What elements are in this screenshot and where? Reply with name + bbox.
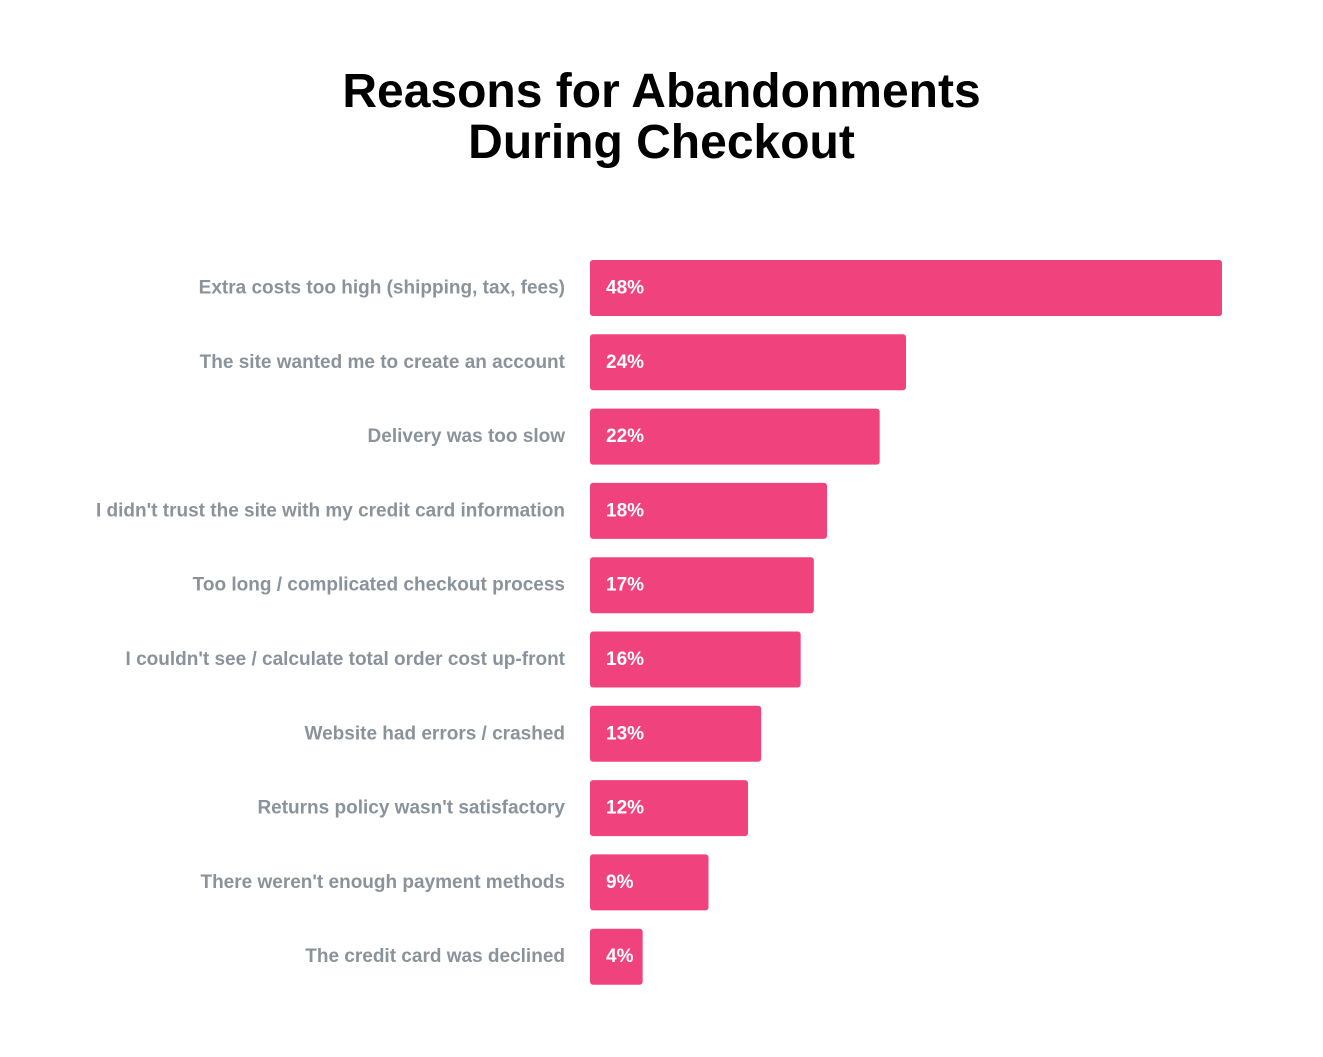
chart-title-line-1: Reasons for Abandonments — [342, 65, 981, 118]
value-label-7: 13% — [606, 723, 644, 744]
category-label-5: Too long / complicated checkout process — [193, 575, 565, 596]
value-label-3: 22% — [606, 426, 644, 447]
value-label-10: 4% — [606, 946, 634, 967]
category-label-2: The site wanted me to create an account — [200, 352, 566, 373]
bar-4 — [590, 482, 827, 539]
category-label-10: The credit card was declined — [305, 946, 565, 967]
value-label-1: 48% — [606, 278, 644, 299]
bar-5 — [590, 557, 814, 614]
bar-1 — [590, 260, 1222, 316]
value-label-2: 24% — [606, 352, 644, 373]
value-label-4: 18% — [606, 500, 644, 521]
value-label-6: 16% — [606, 649, 644, 670]
bar-2 — [590, 334, 906, 391]
category-label-9: There weren't enough payment methods — [200, 872, 565, 893]
value-label-9: 9% — [606, 872, 634, 893]
category-label-3: Delivery was too slow — [368, 426, 566, 447]
bar-10 — [590, 928, 643, 985]
value-label-5: 17% — [606, 575, 644, 596]
bar-6 — [590, 631, 801, 688]
bar-3 — [590, 408, 880, 465]
chart-title-line-2: During Checkout — [468, 116, 855, 169]
value-label-8: 12% — [606, 798, 644, 819]
category-label-8: Returns policy wasn't satisfactory — [257, 798, 565, 819]
category-label-7: Website had errors / crashed — [305, 723, 565, 744]
bar-9 — [590, 854, 709, 911]
category-label-1: Extra costs too high (shipping, tax, fee… — [199, 278, 565, 299]
bar-7 — [590, 705, 762, 762]
bar-8 — [590, 780, 748, 837]
category-label-6: I couldn't see / calculate total order c… — [126, 649, 566, 670]
category-label-4: I didn't trust the site with my credit c… — [96, 500, 565, 521]
chart-title: Reasons for Abandonments During Checkout — [0, 66, 1323, 168]
